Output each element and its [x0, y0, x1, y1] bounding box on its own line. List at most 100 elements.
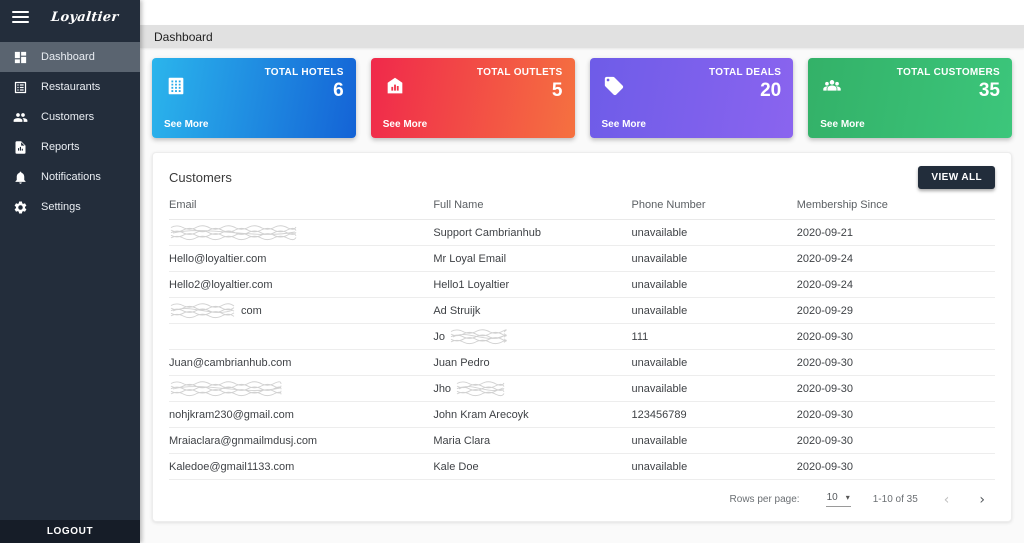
sidebar-item-customers[interactable]: Customers [0, 102, 140, 132]
hamburger-menu-icon[interactable] [12, 8, 29, 26]
sidebar-item-settings[interactable]: Settings [0, 192, 140, 222]
table-row: Jho unavailable 2020-09-30 [169, 375, 995, 402]
see-more-link[interactable]: See More [601, 119, 646, 130]
hotel-building-icon [165, 75, 187, 97]
membership-cell: 2020-09-29 [796, 297, 995, 324]
store-icon [384, 75, 406, 97]
stat-card-total-hotels: TOTAL HOTELS 6 See More [152, 58, 356, 138]
table-row: Hello2@loyaltier.com Hello1 Loyaltier unav… [169, 271, 995, 298]
group-icon [821, 75, 843, 97]
phone-cell-text: unavailable [631, 382, 688, 395]
phone-cell: unavailable [631, 375, 797, 402]
email-cell: Kaledoe@gmail1133.com [169, 453, 434, 480]
phone-cell-text: unavailable [631, 252, 688, 265]
membership-cell: 2020-09-30 [796, 401, 995, 428]
see-more-link[interactable]: See More [382, 119, 428, 130]
tag-icon [603, 75, 625, 97]
full-name-cell-text: Ad Struijk [433, 304, 481, 317]
phone-cell: 111 [631, 323, 797, 350]
table-header-row: Email Full Name Phone Number Membership … [169, 190, 995, 220]
full-name-cell: Support Cambrianhub [433, 219, 632, 246]
phone-cell: unavailable [631, 297, 797, 324]
stat-card-total-outlets: TOTAL OUTLETS 5 See More [370, 58, 575, 138]
dashboard-icon [13, 50, 28, 65]
phone-cell: unavailable [631, 453, 797, 480]
sidebar-item-label: Customers [41, 111, 95, 123]
table-row: com Ad Struijk unavailable 2020-09-29 [169, 297, 995, 324]
full-name-cell: Juan Pedro [433, 349, 632, 376]
column-header-email: Email [169, 190, 434, 220]
membership-cell-text: 2020-09-30 [796, 330, 854, 343]
content: TOTAL HOTELS 6 See More TOTAL OUTLETS 5 See M… [140, 48, 1024, 543]
sidebar-item-label: Dashboard [41, 51, 95, 63]
view-all-button[interactable]: VIEW ALL [918, 165, 995, 189]
email-cell: com [169, 297, 434, 324]
see-more-link[interactable]: See More [820, 119, 865, 130]
email-cell [169, 323, 434, 350]
notifications-icon [13, 170, 28, 185]
stat-card-value: 20 [760, 80, 782, 101]
email-cell-text: Juan@cambrianhub.com [169, 356, 292, 369]
rows-per-page-label: Rows per page: [729, 494, 800, 505]
sidebar-item-restaurants[interactable]: Restaurants [0, 72, 140, 102]
sidebar-item-dashboard[interactable]: Dashboard [0, 42, 140, 72]
rows-per-page-select[interactable]: 10 ▾ [825, 492, 851, 507]
reports-icon [13, 140, 28, 155]
page-header: Dashboard [140, 25, 1024, 48]
table-row: Hello@loyaltier.com Mr Loyal Email unavail… [169, 245, 995, 272]
phone-cell: unavailable [631, 245, 797, 272]
membership-cell-text: 2020-09-30 [796, 356, 854, 369]
column-header-full-name: Full Name [433, 190, 632, 220]
stat-card-label: TOTAL OUTLETS [476, 67, 563, 78]
membership-cell: 2020-09-30 [796, 349, 995, 376]
logout-button[interactable]: LOGOUT [0, 520, 140, 543]
membership-cell: 2020-09-30 [796, 427, 995, 454]
stat-card-value: 5 [551, 80, 563, 101]
customers-table: Email Full Name Phone Number Membership … [169, 190, 995, 480]
table-row: Jo 111 2020-09-30 [169, 323, 995, 350]
membership-cell: 2020-09-30 [796, 453, 995, 480]
restaurants-icon [13, 80, 28, 95]
phone-cell-text: unavailable [631, 460, 688, 473]
membership-cell: 2020-09-24 [796, 245, 995, 272]
caret-down-icon: ▾ [845, 493, 850, 502]
full-name-cell-text: Juan Pedro [433, 356, 490, 369]
phone-cell-text: 123456789 [631, 408, 687, 421]
stat-card-label: TOTAL CUSTOMERS [896, 67, 1000, 78]
phone-cell-text: unavailable [631, 434, 688, 447]
full-name-cell-text: Hello1 Loyaltier [433, 278, 510, 291]
membership-cell: 2020-09-30 [796, 323, 995, 350]
membership-cell-text: 2020-09-24 [796, 252, 854, 265]
full-name-cell-text: Maria Clara [433, 434, 491, 447]
see-more-link[interactable]: See More [164, 119, 209, 130]
full-name-cell-text: Mr Loyal Email [433, 252, 507, 265]
membership-cell: 2020-09-24 [796, 271, 995, 298]
email-cell: Juan@cambrianhub.com [169, 349, 434, 376]
phone-cell: unavailable [631, 271, 797, 298]
sidebar-item-reports[interactable]: Reports [0, 132, 140, 162]
membership-cell-text: 2020-09-30 [796, 408, 854, 421]
sidebar-header: Loyaltier [0, 0, 140, 34]
email-cell-text: Mraiaclara@gnmailmdusj.com [169, 434, 318, 447]
sidebar-item-label: Reports [41, 141, 80, 153]
sidebar-item-notifications[interactable]: Notifications [0, 162, 140, 192]
customers-icon [13, 110, 28, 125]
chevron-right-icon[interactable]: › [979, 491, 985, 508]
settings-icon [13, 200, 28, 215]
chevron-left-icon[interactable]: ‹ [943, 491, 950, 508]
membership-cell-text: 2020-09-29 [796, 304, 854, 317]
email-cell-text: nohjkram230@gmail.com [169, 408, 294, 421]
phone-cell: unavailable [631, 219, 797, 246]
column-header-membership: Membership Since [796, 190, 995, 220]
sidebar-menu: Dashboard Restaurants Customers Reports Noti… [0, 42, 140, 222]
redacted-scribble [169, 302, 237, 319]
email-cell-text: Hello@loyaltier.com [169, 252, 267, 265]
main-area: Dashboard TOTAL HOTELS 6 See More TOTAL OUT… [140, 0, 1024, 543]
full-name-cell-text: Kale Doe [433, 460, 479, 473]
email-cell-text: com [241, 304, 262, 317]
stat-card-label: TOTAL DEALS [709, 67, 782, 78]
membership-cell-text: 2020-09-30 [796, 460, 854, 473]
email-cell: nohjkram230@gmail.com [169, 401, 434, 428]
phone-cell-text: unavailable [631, 278, 688, 291]
app-logo: Loyaltier [50, 9, 120, 25]
